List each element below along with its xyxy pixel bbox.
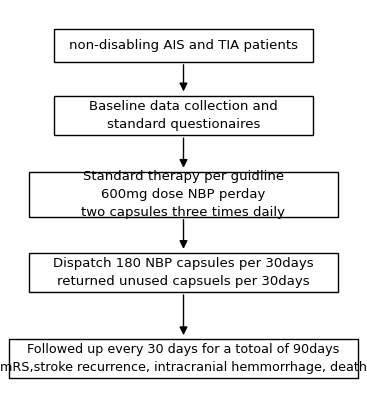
Text: non-disabling AIS and TIA patients: non-disabling AIS and TIA patients bbox=[69, 39, 298, 52]
FancyBboxPatch shape bbox=[29, 172, 338, 217]
FancyBboxPatch shape bbox=[54, 28, 313, 62]
FancyBboxPatch shape bbox=[54, 96, 313, 135]
Text: Followed up every 30 days for a totoal of 90days
mRS,stroke recurrence, intracra: Followed up every 30 days for a totoal o… bbox=[0, 343, 367, 374]
FancyBboxPatch shape bbox=[9, 339, 358, 378]
Text: Standard therapy per guidline
600mg dose NBP perday
two capsules three times dai: Standard therapy per guidline 600mg dose… bbox=[81, 170, 286, 219]
Text: Dispatch 180 NBP capsules per 30days
returned unused capsuels per 30days: Dispatch 180 NBP capsules per 30days ret… bbox=[53, 257, 314, 288]
Text: Baseline data collection and
standard questionaires: Baseline data collection and standard qu… bbox=[89, 100, 278, 131]
FancyBboxPatch shape bbox=[29, 253, 338, 292]
